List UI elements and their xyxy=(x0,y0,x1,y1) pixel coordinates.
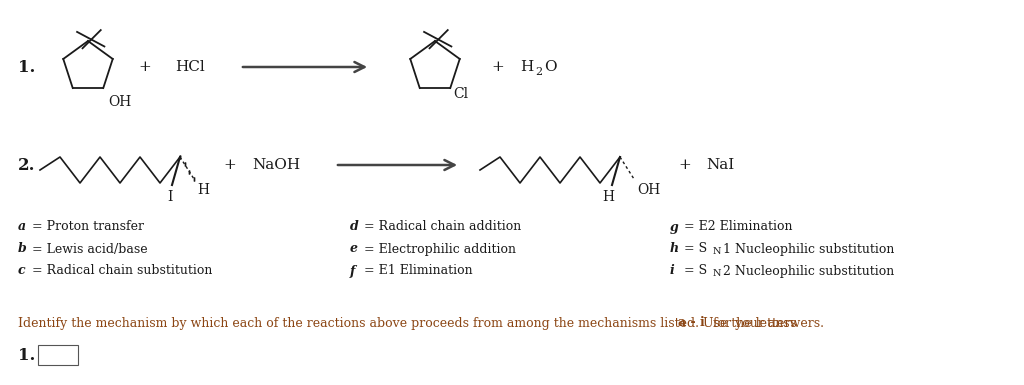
Text: = Radical chain substitution: = Radical chain substitution xyxy=(28,264,212,278)
Text: 1.: 1. xyxy=(18,59,36,75)
Text: 1 Nucleophilic substitution: 1 Nucleophilic substitution xyxy=(723,243,894,256)
Text: O: O xyxy=(544,60,557,74)
Text: N: N xyxy=(713,270,722,278)
Text: = E1 Elimination: = E1 Elimination xyxy=(360,264,473,278)
Text: H: H xyxy=(197,183,209,197)
Text: N: N xyxy=(713,248,722,256)
Text: = Electrophilic addition: = Electrophilic addition xyxy=(360,243,516,256)
Text: NaI: NaI xyxy=(706,158,734,172)
Text: I: I xyxy=(167,190,173,204)
Text: = S: = S xyxy=(680,264,708,278)
Text: c: c xyxy=(18,264,26,278)
Text: 1.: 1. xyxy=(18,346,36,363)
Text: +: + xyxy=(138,60,152,74)
Text: a - i: a - i xyxy=(679,316,706,330)
Text: H: H xyxy=(520,60,534,74)
Text: for your answers.: for your answers. xyxy=(709,316,824,330)
Text: +: + xyxy=(679,158,691,172)
Text: OH: OH xyxy=(637,183,660,197)
Text: i: i xyxy=(670,264,675,278)
Text: NaOH: NaOH xyxy=(252,158,300,172)
Text: g: g xyxy=(670,221,679,233)
Text: H: H xyxy=(602,190,614,204)
Text: = S: = S xyxy=(680,243,708,256)
Text: = E2 Elimination: = E2 Elimination xyxy=(680,221,793,233)
Text: f: f xyxy=(350,264,355,278)
Text: 2: 2 xyxy=(535,67,542,77)
Text: d: d xyxy=(350,221,358,233)
Text: h: h xyxy=(670,243,679,256)
Text: Identify the mechanism by which each of the reactions above proceeds from among : Identify the mechanism by which each of … xyxy=(18,316,801,330)
Bar xyxy=(38,345,78,365)
Text: +: + xyxy=(223,158,237,172)
Text: a: a xyxy=(18,221,27,233)
Text: Cl: Cl xyxy=(453,87,468,101)
Text: = Radical chain addition: = Radical chain addition xyxy=(360,221,521,233)
Text: e: e xyxy=(350,243,358,256)
Text: 2.: 2. xyxy=(18,156,36,174)
Text: +: + xyxy=(492,60,505,74)
Text: = Lewis acid/base: = Lewis acid/base xyxy=(28,243,147,256)
Text: HCl: HCl xyxy=(175,60,205,74)
Text: OH: OH xyxy=(108,95,131,109)
Text: = Proton transfer: = Proton transfer xyxy=(28,221,144,233)
Text: 2 Nucleophilic substitution: 2 Nucleophilic substitution xyxy=(723,264,894,278)
Text: b: b xyxy=(18,243,27,256)
